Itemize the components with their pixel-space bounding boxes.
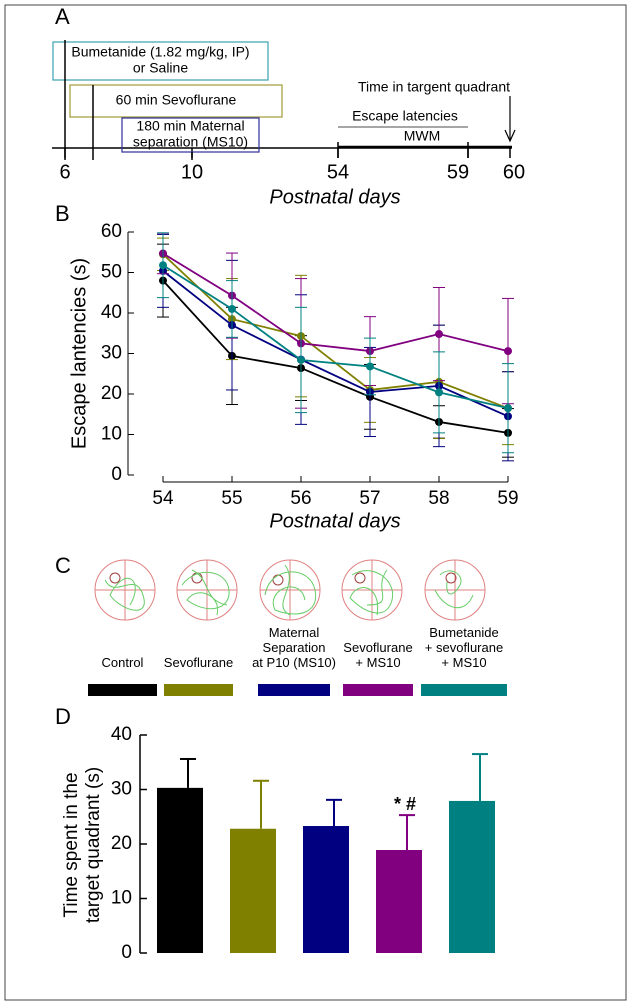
y-tick-label: 30 xyxy=(101,343,122,364)
event-label: Escape latencies xyxy=(352,108,458,124)
x-tick-label: 56 xyxy=(290,488,311,509)
y-tick-label: 40 xyxy=(101,302,122,323)
x-tick-label: 54 xyxy=(152,488,174,509)
legend-swatch xyxy=(258,684,330,696)
event-label: Time in targent quadrant xyxy=(358,79,510,95)
legend-label: Sevoflurane xyxy=(163,655,234,670)
x-tick-label: 6 xyxy=(59,161,70,183)
event-label: 60 min Sevoflurane xyxy=(116,92,237,108)
point xyxy=(297,355,305,364)
y-tick-label: 20 xyxy=(111,833,132,854)
y-tick-label: 0 xyxy=(111,464,122,485)
y-tick-label: 50 xyxy=(101,262,122,283)
legend-swatch xyxy=(164,684,233,696)
bar xyxy=(303,826,349,953)
point xyxy=(366,362,374,371)
point xyxy=(159,261,167,270)
legend-swatch xyxy=(88,684,157,696)
y-axis-title: target quadrant (s) xyxy=(83,767,104,923)
legend-swatch xyxy=(343,684,413,696)
x-axis-title: Postnatal days xyxy=(269,510,400,532)
event-box xyxy=(121,117,260,153)
point xyxy=(504,404,512,413)
y-tick-label: 60 xyxy=(101,221,122,242)
event-label: or Saline xyxy=(133,60,188,76)
x-tick-label: 58 xyxy=(428,488,449,509)
legend-swatch xyxy=(421,684,507,696)
x-tick-label: 59 xyxy=(497,488,518,509)
event-label: MWM xyxy=(404,128,441,144)
series-line xyxy=(162,253,509,410)
bar xyxy=(376,849,422,953)
arrow-head xyxy=(504,129,516,143)
x-axis-title: Postnatal days xyxy=(269,186,400,208)
bar xyxy=(230,828,276,953)
event-box xyxy=(52,41,269,81)
y-tick-label: 10 xyxy=(101,424,122,445)
x-tick-label: 10 xyxy=(181,161,203,183)
event-label: 180 min Maternal xyxy=(136,118,244,134)
event-label: separation (MS10) xyxy=(133,134,248,150)
point xyxy=(435,330,443,339)
panel-label: A xyxy=(55,4,70,29)
series-line xyxy=(162,252,509,352)
point xyxy=(228,304,236,313)
series-line xyxy=(162,279,509,434)
point xyxy=(504,347,512,356)
y-tick-label: 0 xyxy=(121,942,132,963)
bar xyxy=(157,787,203,953)
event-label: Bumetanide (1.82 mg/kg, IP) xyxy=(71,44,249,60)
frame xyxy=(4,4,627,1001)
legend-label: Maternal Separation at P10 (MS10) xyxy=(252,625,336,670)
y-tick-label: 40 xyxy=(111,724,132,745)
legend-label: Bumetanide + sevoflurane + MS10 xyxy=(424,625,504,670)
y-tick-label: 30 xyxy=(111,779,132,800)
panel-label: D xyxy=(55,704,71,729)
bar xyxy=(449,800,495,953)
x-tick-label: 59 xyxy=(447,161,469,183)
maze-images xyxy=(94,559,486,621)
x-tick-label: 60 xyxy=(503,161,525,183)
series-line xyxy=(162,264,509,410)
y-axis-title: Time spent in the xyxy=(61,772,82,917)
x-tick-label: 54 xyxy=(327,161,349,183)
annotation: * # xyxy=(394,794,416,814)
legend-label: Sevoflurane + MS10 xyxy=(343,640,413,670)
panel-label: C xyxy=(55,553,71,578)
legend-label: Control xyxy=(101,655,144,670)
y-tick-label: 20 xyxy=(101,383,122,404)
point xyxy=(435,388,443,397)
y-tick-label: 10 xyxy=(111,888,132,909)
series-line xyxy=(162,270,509,418)
x-tick-label: 55 xyxy=(221,488,242,509)
x-tick-label: 57 xyxy=(359,488,380,509)
panel-label: B xyxy=(55,201,70,226)
event-box xyxy=(69,84,283,118)
y-axis-title: Escape lantencies (s) xyxy=(68,258,90,449)
